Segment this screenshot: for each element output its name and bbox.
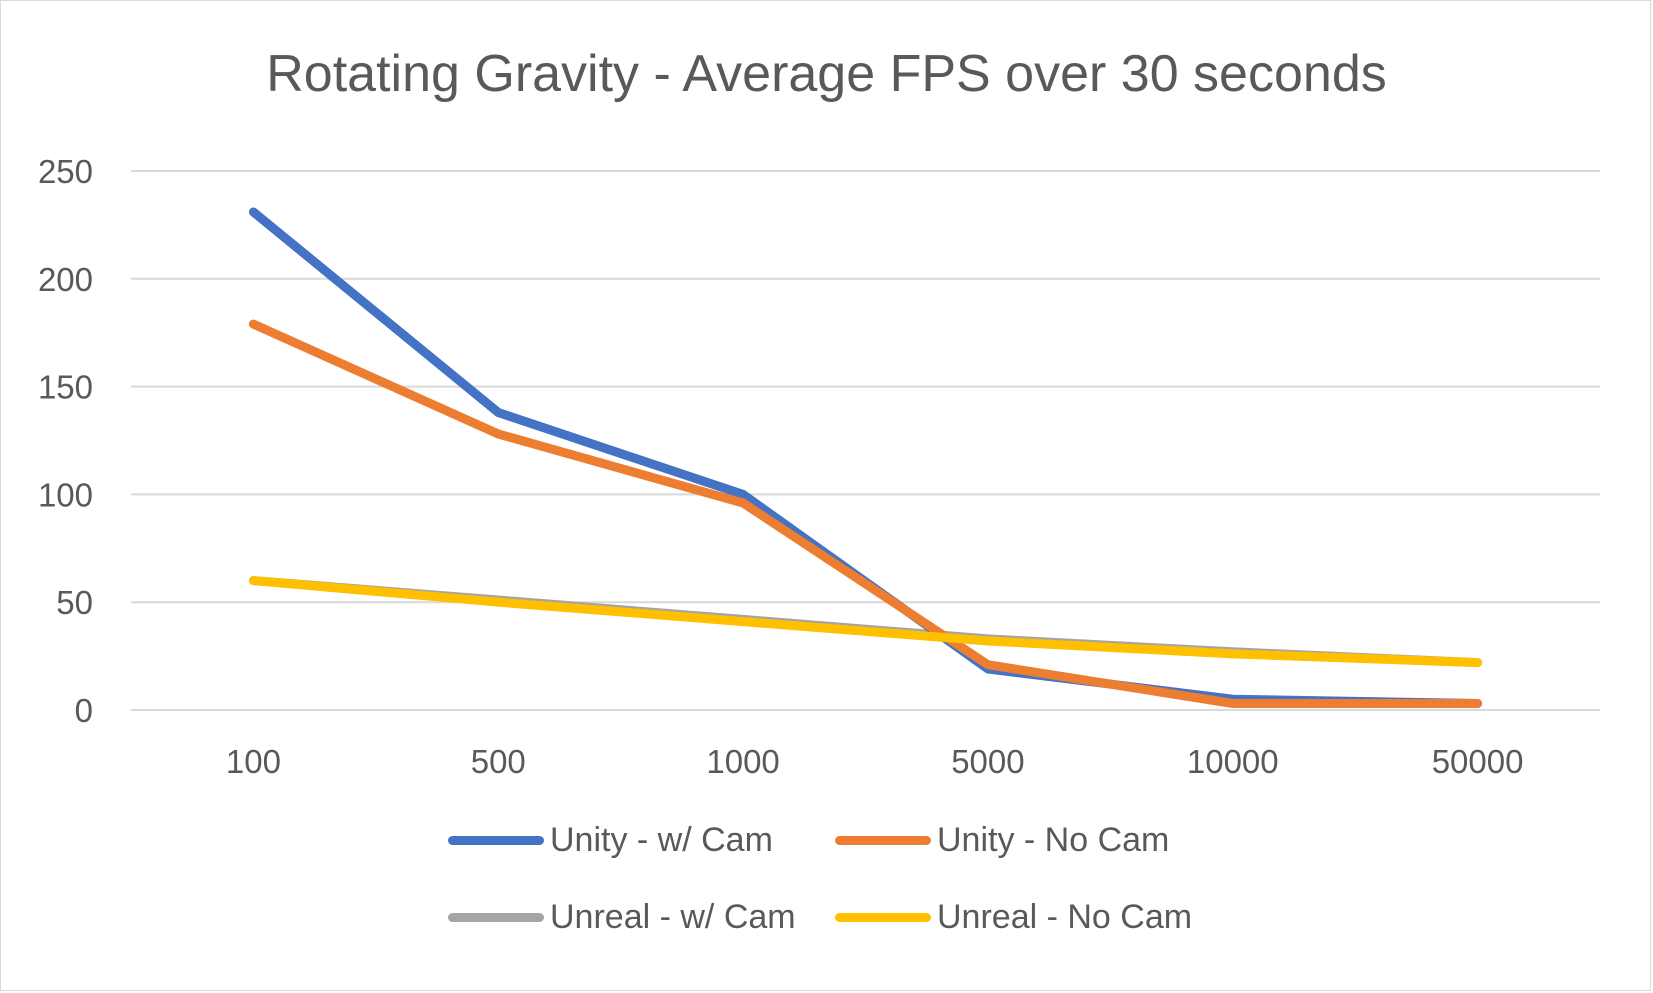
y-tick-label: 50 [56,584,93,621]
gridlines [131,170,1600,711]
y-tick-label: 100 [38,476,93,513]
legend-label: Unity - No Cam [937,821,1170,859]
legend-label: Unreal - w/ Cam [550,898,796,936]
series-lines [248,207,1483,708]
legend-swatch-unity-no-cam [835,835,931,845]
legend-swatch-unity-w-cam [448,835,544,845]
legend-item-unity-no-cam[interactable]: Unity - No Cam [835,820,1169,860]
legend-item-unity-w-cam[interactable]: Unity - w/ Cam [448,820,773,860]
y-axis-ticks: 0 50 100 150 200 250 [38,153,93,729]
legend-item-unreal-no-cam[interactable]: Unreal - No Cam [835,897,1192,937]
series-line-unity-no-cam [248,319,1483,708]
legend-swatch-unreal-no-cam [835,912,931,922]
legend-swatch-unreal-w-cam [448,912,544,922]
legend-item-unreal-w-cam[interactable]: Unreal - w/ Cam [448,897,796,937]
series-line-unreal-no-cam [248,576,1483,668]
chart-title: Rotating Gravity - Average FPS over 30 s… [266,45,1387,103]
y-tick-label: 250 [38,153,93,190]
x-tick-label: 50000 [1432,743,1524,780]
x-tick-label: 100 [226,743,281,780]
y-tick-label: 150 [38,369,93,406]
legend-label: Unity - w/ Cam [550,821,773,859]
legend-label: Unreal - No Cam [937,898,1193,936]
x-tick-label: 5000 [951,743,1024,780]
y-tick-label: 0 [75,692,93,729]
y-tick-label: 200 [38,261,93,298]
x-tick-label: 1000 [706,743,779,780]
x-tick-label: 10000 [1187,743,1279,780]
x-axis-ticks: 100 500 1000 5000 10000 50000 [226,743,1524,780]
x-tick-label: 500 [471,743,526,780]
